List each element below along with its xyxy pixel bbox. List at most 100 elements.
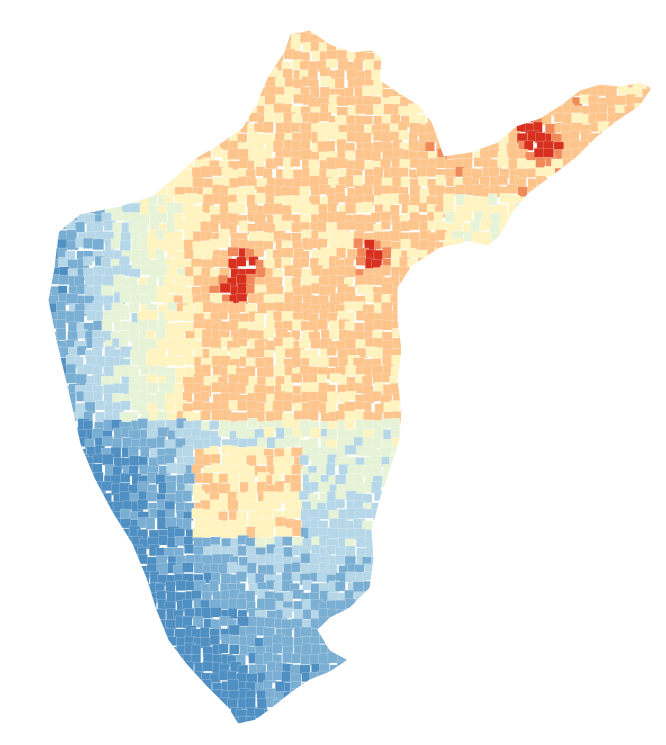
region-cell [527, 50, 540, 63]
region-cell [128, 142, 139, 153]
region-cell [308, 472, 321, 482]
region-cell [506, 509, 517, 520]
region-cell [497, 429, 510, 440]
region-cell [581, 302, 591, 314]
region-cell [273, 157, 284, 167]
region-cell [48, 654, 50, 666]
region-cell [193, 490, 205, 502]
region-cell [625, 158, 636, 171]
region-cell [499, 472, 511, 483]
region-cell [544, 438, 556, 449]
region-cell [93, 599, 106, 611]
region-cell [67, 472, 79, 482]
region-cell [201, 122, 214, 135]
region-cell [147, 165, 159, 177]
region-cell [110, 167, 123, 177]
region-cell [536, 409, 547, 420]
region-cell [209, 41, 220, 51]
region-cell [542, 536, 554, 548]
region-cell [643, 142, 652, 153]
region-cell [436, 114, 447, 126]
region-cell [373, 293, 383, 304]
region-cell [121, 592, 132, 603]
region-cell [590, 367, 603, 380]
region-cell [95, 187, 106, 200]
region-cell [588, 483, 599, 495]
region-cell [499, 385, 512, 397]
region-cell [473, 519, 483, 530]
region-cell [65, 592, 76, 604]
region-cell [453, 589, 464, 600]
region-cell [435, 636, 448, 648]
region-cell [48, 475, 51, 488]
region-cell [210, 132, 221, 145]
region-cell [389, 68, 399, 79]
region-cell [623, 437, 635, 449]
region-cell [568, 446, 581, 457]
region-cell [480, 421, 490, 434]
region-cell [471, 301, 483, 311]
region-cell [399, 636, 411, 648]
region-cell [58, 275, 70, 285]
region-cell [381, 220, 391, 230]
region-cell [212, 30, 224, 36]
region-cell [471, 68, 484, 81]
region-cell [471, 492, 484, 503]
region-cell [606, 410, 618, 421]
region-cell [56, 447, 68, 459]
region-cell [580, 501, 592, 512]
region-cell [634, 402, 644, 413]
region-cell [50, 642, 62, 655]
region-cell [542, 357, 554, 370]
region-cell [614, 473, 625, 485]
region-cell [66, 293, 79, 304]
region-cell [426, 320, 438, 331]
region-cell [156, 115, 167, 127]
region-cell [83, 185, 95, 197]
region-cell [651, 466, 652, 477]
region-cell [488, 473, 501, 483]
region-cell [425, 141, 435, 152]
region-cell [77, 563, 89, 575]
region-cell [146, 672, 158, 684]
region-cell [165, 283, 178, 294]
region-cell [64, 626, 76, 637]
region-cell [218, 426, 230, 437]
region-cell [635, 141, 647, 154]
region-cell [119, 673, 131, 685]
region-cell [616, 607, 629, 617]
region-cell [238, 106, 250, 117]
region-cell [635, 286, 648, 297]
region-cell [542, 319, 554, 332]
region-cell [75, 193, 87, 203]
region-cell [254, 70, 265, 81]
region-cell [554, 599, 566, 611]
region-cell [491, 401, 502, 414]
region-cell [526, 196, 537, 209]
region-cell [148, 123, 162, 133]
region-cell [532, 231, 544, 244]
region-cell [482, 601, 493, 614]
region-cell [390, 500, 402, 512]
region-cell [356, 445, 366, 457]
region-cell [624, 328, 636, 340]
region-cell [56, 644, 67, 657]
region-cell [211, 409, 224, 421]
region-cell [335, 340, 346, 351]
region-cell [67, 481, 80, 494]
region-cell [651, 367, 652, 378]
region-cell [488, 618, 500, 629]
region-cell [138, 85, 149, 96]
region-cell [111, 60, 122, 72]
region-cell [437, 473, 449, 484]
region-cell [516, 429, 527, 441]
region-cell [57, 556, 67, 567]
region-cell [454, 88, 465, 98]
region-cell [616, 267, 628, 279]
region-cell [571, 265, 584, 278]
region-cell [654, 583, 664, 595]
region-cell [641, 338, 652, 351]
region-cell [462, 267, 474, 278]
region-cell [419, 654, 431, 666]
